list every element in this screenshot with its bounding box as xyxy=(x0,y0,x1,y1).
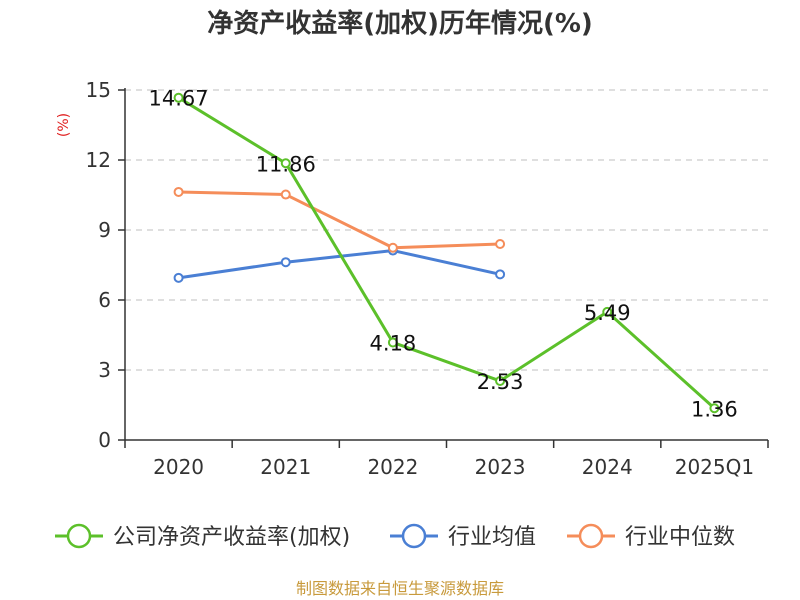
data-point xyxy=(495,375,506,386)
legend: 公司净资产收益率(加权) 行业均值 行业中位数 xyxy=(55,523,735,550)
series-line xyxy=(178,249,501,280)
series-line xyxy=(177,96,716,410)
data-label: 14.67 xyxy=(149,87,209,111)
data-point xyxy=(173,92,184,103)
x-tick-label: 2021 xyxy=(260,455,311,479)
legend-label: 行业中位数 xyxy=(625,525,735,550)
x-tick-label: 2020 xyxy=(153,455,204,479)
legend-marker xyxy=(578,523,604,549)
data-point xyxy=(280,257,291,268)
y-tick-label: 3 xyxy=(98,358,111,382)
x-tick-label: 2025Q1 xyxy=(675,455,754,479)
legend-item: 行业均值 xyxy=(390,523,536,550)
data-point xyxy=(495,269,506,280)
source-note: 制图数据来自恒生聚源数据库 xyxy=(296,579,504,598)
axes xyxy=(118,88,769,448)
y-tick-label: 9 xyxy=(98,218,111,242)
data-label: 1.36 xyxy=(691,397,738,421)
data-labels: 14.67 11.86 4.18 2.53 5.49 1.36 xyxy=(149,87,738,422)
x-tick-label: 2023 xyxy=(475,455,526,479)
legend-marker xyxy=(401,523,427,549)
series-2 xyxy=(173,186,506,253)
chart-title: 净资产收益率(加权)历年情况(%) xyxy=(207,8,593,39)
series-layer xyxy=(173,92,720,414)
gridlines xyxy=(125,89,768,371)
y-tick-labels: 0 3 6 9 12 15 xyxy=(86,78,111,452)
y-tick-label: 0 xyxy=(98,428,111,452)
x-tick-label: 2024 xyxy=(582,455,633,479)
data-point xyxy=(709,403,720,414)
data-point xyxy=(280,189,291,200)
data-label: 11.86 xyxy=(256,152,316,176)
y-tick-label: 6 xyxy=(98,288,111,312)
data-point xyxy=(387,337,398,348)
x-tick-labels: 2020 2021 2022 2023 2024 2025Q1 xyxy=(153,455,754,479)
legend-item: 行业中位数 xyxy=(567,523,735,550)
x-tick-label: 2022 xyxy=(367,455,418,479)
data-point xyxy=(173,186,184,197)
data-point xyxy=(173,272,184,283)
data-label: 2.53 xyxy=(477,370,524,394)
data-point xyxy=(495,239,506,249)
series-line xyxy=(178,190,501,250)
data-point xyxy=(602,306,613,317)
y-tick-label: 15 xyxy=(86,78,111,102)
y-axis-label: (%) xyxy=(56,113,72,137)
data-point xyxy=(280,158,291,169)
legend-label: 公司净资产收益率(加权) xyxy=(113,525,350,550)
legend-label: 行业均值 xyxy=(448,525,536,550)
y-tick-label: 12 xyxy=(86,148,111,172)
data-label: 4.18 xyxy=(370,331,417,355)
data-point xyxy=(387,242,398,253)
data-label: 5.49 xyxy=(584,301,631,325)
series-0 xyxy=(173,92,720,414)
legend-marker xyxy=(66,523,92,549)
legend-item: 公司净资产收益率(加权) xyxy=(55,523,350,550)
